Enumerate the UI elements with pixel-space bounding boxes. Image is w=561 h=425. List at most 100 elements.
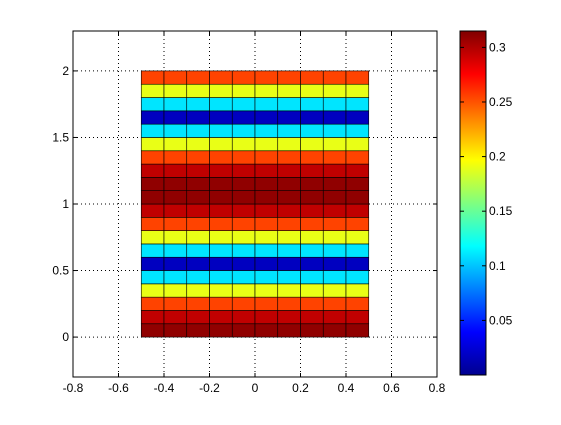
heatmap-cell-r5-c3 bbox=[209, 256, 233, 271]
heatmap-cell-r18-c9 bbox=[345, 83, 370, 98]
heatmap-cell-r9-c7 bbox=[300, 203, 324, 218]
heatmap-cell-r7-c4 bbox=[231, 230, 256, 245]
heatmap-cell-r10-c4 bbox=[231, 190, 256, 205]
heatmap-cell-r17-c0 bbox=[140, 97, 165, 112]
heatmap-cell-r9-c8 bbox=[322, 203, 347, 218]
heatmap-cell-r4-c1 bbox=[163, 270, 188, 285]
colorbar-tick-label: 0.25 bbox=[489, 95, 513, 109]
y-tick-label: 0.5 bbox=[52, 264, 69, 278]
heatmap-cell-r18-c1 bbox=[163, 83, 188, 98]
heatmap-cell-r17-c4 bbox=[231, 97, 256, 112]
colorbar-tick-label: 0.3 bbox=[489, 40, 506, 54]
heatmap-cell-r13-c6 bbox=[277, 150, 301, 165]
heatmap-cell-r8-c2 bbox=[186, 217, 210, 231]
heatmap-cell-r0-c9 bbox=[345, 323, 370, 338]
heatmap-cell-r17-c2 bbox=[186, 97, 210, 112]
heatmap-cell-r5-c0 bbox=[140, 256, 165, 271]
heatmap-cell-r1-c6 bbox=[277, 310, 301, 325]
y-tick-label: 0 bbox=[62, 330, 69, 344]
heatmap-cell-r17-c3 bbox=[209, 97, 233, 112]
heatmap-cell-r19-c8 bbox=[322, 70, 347, 85]
x-tick-label: -0.8 bbox=[63, 381, 84, 395]
heatmap-cell-r7-c0 bbox=[140, 230, 165, 245]
axes-frame bbox=[72, 30, 438, 378]
heatmap-cell-r8-c5 bbox=[254, 217, 279, 231]
heatmap-cell-r3-c8 bbox=[322, 283, 347, 298]
heatmap-cell-r11-c5 bbox=[254, 177, 279, 191]
heatmap-cell-r14-c1 bbox=[163, 137, 188, 152]
heatmap-cell-r8-c1 bbox=[163, 217, 188, 231]
x-tick-label: 0.6 bbox=[383, 381, 400, 395]
heatmap-cell-r9-c2 bbox=[186, 203, 210, 218]
heatmap-cell-r13-c8 bbox=[322, 150, 347, 165]
heatmap-cell-r0-c7 bbox=[300, 323, 324, 338]
heatmap-cell-r12-c3 bbox=[209, 163, 233, 178]
colorbar-frame bbox=[459, 30, 487, 376]
heatmap-cell-r1-c4 bbox=[231, 310, 256, 325]
heatmap-cell-r12-c8 bbox=[322, 163, 347, 178]
heatmap-cell-r11-c0 bbox=[140, 177, 165, 191]
heatmap-cell-r15-c6 bbox=[277, 123, 301, 138]
heatmap-cell-r4-c4 bbox=[231, 270, 256, 285]
heatmap-cell-r5-c2 bbox=[186, 256, 210, 271]
heatmap-cell-r3-c9 bbox=[345, 283, 370, 298]
heatmap-cell-r16-c4 bbox=[231, 110, 256, 125]
heatmap-cell-r14-c6 bbox=[277, 137, 301, 152]
heatmap-cell-r19-c9 bbox=[345, 70, 370, 85]
heatmap-cell-r3-c7 bbox=[300, 283, 324, 298]
heatmap-cell-r2-c2 bbox=[186, 296, 210, 311]
x-tick-label: -0.2 bbox=[199, 381, 220, 395]
heatmap-cell-r7-c3 bbox=[209, 230, 233, 245]
heatmap-cell-r17-c9 bbox=[345, 97, 370, 112]
heatmap-cell-r2-c5 bbox=[254, 296, 279, 311]
heatmap-cell-r13-c0 bbox=[140, 150, 165, 165]
heatmap-cell-r10-c8 bbox=[322, 190, 347, 205]
heatmap-cell-r8-c8 bbox=[322, 217, 347, 231]
heatmap-cell-r12-c4 bbox=[231, 163, 256, 178]
heatmap-cell-r6-c8 bbox=[322, 243, 347, 258]
heatmap-cell-r6-c1 bbox=[163, 243, 188, 258]
heatmap-cell-r14-c5 bbox=[254, 137, 279, 152]
heatmap-cell-r11-c3 bbox=[209, 177, 233, 191]
heatmap-cell-r5-c8 bbox=[322, 256, 347, 271]
heatmap-cell-r10-c3 bbox=[209, 190, 233, 205]
heatmap-cells bbox=[140, 70, 370, 338]
heatmap-cell-r15-c5 bbox=[254, 123, 279, 138]
heatmap-cell-r1-c7 bbox=[300, 310, 324, 325]
heatmap-cell-r12-c9 bbox=[345, 163, 370, 178]
heatmap-cell-r13-c4 bbox=[231, 150, 256, 165]
heatmap-cell-r3-c3 bbox=[209, 283, 233, 298]
heatmap-cell-r4-c8 bbox=[322, 270, 347, 285]
heatmap-cell-r12-c7 bbox=[300, 163, 324, 178]
heatmap-cell-r4-c0 bbox=[140, 270, 165, 285]
heatmap-cell-r13-c7 bbox=[300, 150, 324, 165]
heatmap-cell-r0-c5 bbox=[254, 323, 279, 338]
heatmap-cell-r13-c5 bbox=[254, 150, 279, 165]
heatmap-cell-r15-c2 bbox=[186, 123, 210, 138]
x-tick-label: 0.8 bbox=[429, 381, 446, 395]
heatmap-cell-r6-c7 bbox=[300, 243, 324, 258]
heatmap-cell-r1-c2 bbox=[186, 310, 210, 325]
heatmap-cell-r10-c2 bbox=[186, 190, 210, 205]
heatmap-cell-r12-c6 bbox=[277, 163, 301, 178]
heatmap-cell-r16-c0 bbox=[140, 110, 165, 125]
heatmap-cell-r17-c6 bbox=[277, 97, 301, 112]
heatmap-cell-r19-c7 bbox=[300, 70, 324, 85]
heatmap-cell-r12-c1 bbox=[163, 163, 188, 178]
heatmap-cell-r15-c0 bbox=[140, 123, 165, 138]
heatmap-cell-r19-c2 bbox=[186, 70, 210, 85]
heatmap-cell-r18-c4 bbox=[231, 83, 256, 98]
colorbar-tick-label: 0.15 bbox=[489, 204, 513, 218]
heatmap-cell-r2-c0 bbox=[140, 296, 165, 311]
heatmap-cell-r14-c4 bbox=[231, 137, 256, 152]
heatmap-cell-r14-c3 bbox=[209, 137, 233, 152]
heatmap-cell-r7-c6 bbox=[277, 230, 301, 245]
heatmap-cell-r6-c9 bbox=[345, 243, 370, 258]
heatmap-cell-r7-c8 bbox=[322, 230, 347, 245]
heatmap-cell-r10-c6 bbox=[277, 190, 301, 205]
heatmap-cell-r11-c9 bbox=[345, 177, 370, 191]
x-tick-label: -0.4 bbox=[154, 381, 175, 395]
heatmap-cell-r18-c7 bbox=[300, 83, 324, 98]
heatmap-cell-r18-c3 bbox=[209, 83, 233, 98]
heatmap-cell-r18-c5 bbox=[254, 83, 279, 98]
